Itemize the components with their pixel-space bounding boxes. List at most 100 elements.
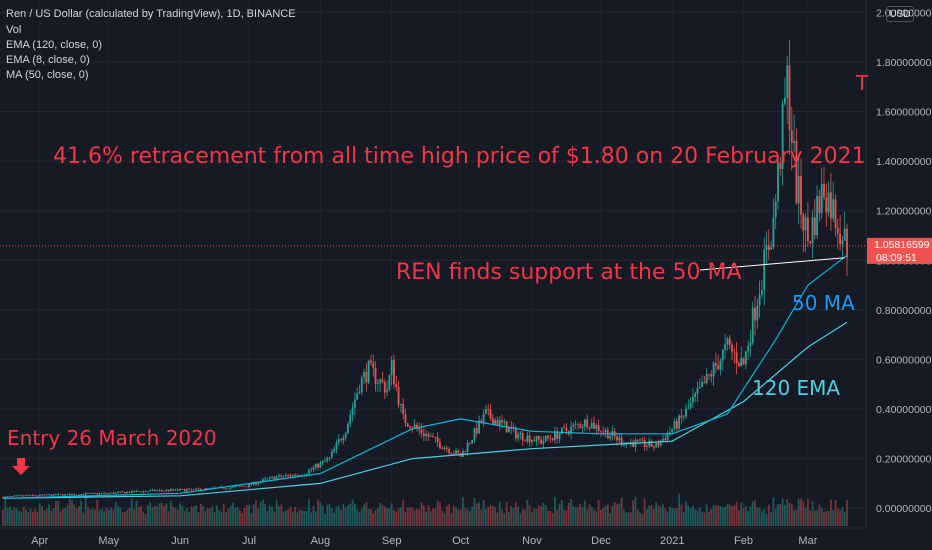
- candle-body: [735, 352, 738, 364]
- volume-bar: [425, 511, 428, 526]
- volume-bar: [344, 507, 347, 526]
- volume-bar: [91, 508, 94, 526]
- candle-body: [800, 175, 802, 215]
- candle-body: [149, 490, 152, 492]
- volume-bar: [94, 509, 96, 526]
- volume-bar: [577, 507, 579, 526]
- indicator-ma-50[interactable]: MA (50, close, 0): [6, 69, 89, 81]
- candle-body: [664, 438, 667, 440]
- indicator-ema-8[interactable]: EMA (8, close, 0): [6, 54, 90, 66]
- volume-bar: [524, 509, 526, 526]
- volume-bar: [137, 506, 140, 526]
- candle-body: [818, 196, 821, 213]
- volume-bar: [2, 509, 4, 526]
- volume-bar: [639, 512, 641, 526]
- candle-body: [245, 486, 248, 488]
- candle-body: [802, 214, 805, 231]
- candle-body: [466, 443, 469, 452]
- candle-body: [765, 245, 768, 250]
- indicator-ema-120[interactable]: EMA (120, close, 0): [6, 39, 102, 51]
- indicator-vol[interactable]: Vol: [6, 24, 22, 36]
- volume-bar: [156, 506, 158, 526]
- candle-body: [519, 432, 522, 435]
- candle-body: [379, 379, 382, 384]
- volume-bar: [735, 501, 738, 526]
- candle-body: [772, 217, 775, 248]
- candle-body: [696, 388, 699, 394]
- candle-body: [629, 441, 632, 443]
- candle-body: [167, 489, 170, 492]
- time-axis[interactable]: Apr May Jun Jul Aug Sep Oct Nov Dec 2021 Feb Mar: [31, 535, 817, 547]
- volume-bar: [436, 500, 439, 526]
- volume-bar: [197, 512, 200, 526]
- candle-body: [445, 447, 448, 449]
- candle-body: [264, 478, 267, 480]
- candle-body: [22, 495, 25, 497]
- candle-body: [471, 439, 474, 444]
- volume-bar: [611, 505, 614, 526]
- candle-body: [312, 467, 315, 470]
- candle-body: [406, 423, 409, 427]
- volume-bar: [31, 511, 34, 526]
- volume-bar: [349, 503, 352, 526]
- volume-bar: [457, 509, 460, 526]
- candle-body: [27, 495, 30, 497]
- volume-bar: [807, 498, 809, 526]
- volume-bar: [383, 506, 386, 526]
- volume-bar: [190, 506, 193, 526]
- candle-body: [793, 140, 796, 143]
- volume-bar: [625, 512, 628, 526]
- candle-body: [448, 448, 451, 454]
- volume-bar: [296, 512, 299, 526]
- volume-bar: [839, 510, 842, 526]
- candle-body: [255, 481, 257, 485]
- volume-bar: [583, 500, 586, 526]
- volume-bar: [689, 508, 692, 526]
- volume-bar: [439, 502, 441, 526]
- currency-button[interactable]: USD: [886, 6, 914, 22]
- volume-bar: [708, 511, 710, 526]
- volume-bar: [634, 496, 637, 526]
- volume-bar: [636, 509, 639, 526]
- candle-body: [402, 403, 405, 415]
- candle-body: [740, 357, 743, 367]
- candle-body: [788, 65, 791, 131]
- candle-body: [581, 426, 584, 428]
- current-price-value: 1.05816599: [874, 239, 930, 251]
- volume-bar: [471, 506, 474, 526]
- candle-body: [236, 485, 239, 487]
- candle-body: [186, 489, 188, 492]
- entry-annotation: Entry 26 March 2020: [7, 426, 217, 450]
- volume-bar: [420, 502, 423, 526]
- volume-bar: [505, 501, 508, 526]
- candle-body: [544, 435, 547, 442]
- support-annotation: REN finds support at the 50 MA: [396, 260, 742, 285]
- candle-body: [832, 199, 835, 219]
- volume-bar: [183, 511, 186, 526]
- volume-bar: [232, 502, 234, 526]
- candle-body: [330, 451, 333, 458]
- candle-body: [657, 442, 660, 446]
- volume-bar: [291, 511, 294, 526]
- volume-bar: [4, 499, 7, 526]
- volume-bar: [770, 512, 773, 526]
- volume-bar: [80, 500, 83, 526]
- candle-body: [685, 408, 687, 417]
- price-axis[interactable]: 2.00000000 1.80000000 1.60000000 1.40000000…: [876, 7, 932, 515]
- candle-body: [140, 491, 142, 493]
- time-tick-label: Apr: [31, 535, 48, 547]
- candle-body: [590, 422, 593, 429]
- volume-bar: [802, 501, 805, 526]
- candle-body: [268, 476, 271, 479]
- volume-bar: [841, 507, 844, 526]
- candle-countdown: 08:09:51: [876, 252, 917, 264]
- candle-body: [287, 475, 290, 476]
- volume-bar: [317, 499, 319, 526]
- volume-bar: [551, 513, 554, 526]
- volume-bar: [220, 511, 223, 526]
- candle-body: [190, 488, 193, 490]
- candle-body: [705, 373, 708, 384]
- candle-body: [324, 460, 326, 462]
- candle-body: [13, 495, 16, 497]
